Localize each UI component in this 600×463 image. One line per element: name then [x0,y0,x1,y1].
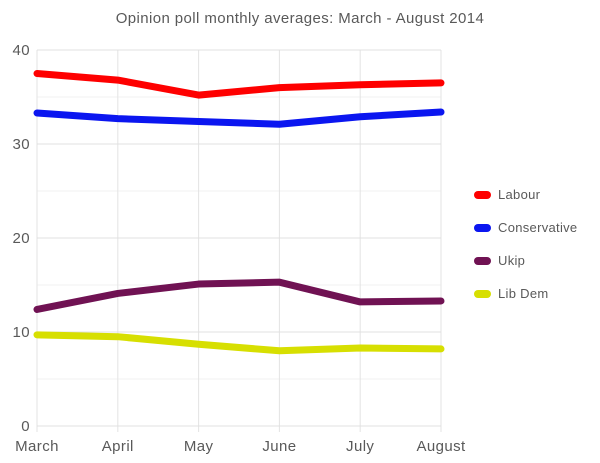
legend-item-ukip: Ukip [474,244,577,277]
x-axis-tick-label: July [346,438,374,455]
labour-swatch-icon [474,190,491,199]
x-axis-tick-label: May [184,438,214,455]
legend-label: Labour [498,187,541,202]
series-line-lib-dem [33,331,445,355]
conservative-swatch-icon [474,223,491,232]
y-axis-tick-label: 10 [13,324,31,341]
legend-label: Ukip [498,253,526,268]
series-line-labour [33,70,445,99]
legend-label: Lib Dem [498,286,549,301]
y-axis-tick-label: 0 [21,418,30,435]
series-line-conservative [33,108,445,128]
y-axis-tick-label: 30 [13,136,31,153]
legend-item-libdem: Lib Dem [474,277,577,310]
chart-title: Opinion poll monthly averages: March - A… [115,10,485,27]
y-axis-tick-label: 40 [13,42,31,59]
libdem-swatch-icon [474,289,491,298]
ukip-swatch-icon [474,256,491,265]
y-axis-tick-label: 20 [13,230,31,247]
x-axis-tick-label: March [15,438,59,455]
legend-item-labour: Labour [474,178,577,211]
chart-legend: Labour Conservative Ukip Lib Dem [474,178,577,310]
legend-label: Conservative [498,220,578,235]
x-axis-tick-label: June [262,438,296,455]
legend-item-conservative: Conservative [474,211,577,244]
series-line-ukip [33,278,445,313]
x-axis-tick-label: April [102,438,134,455]
x-axis-tick-label: August [416,438,466,455]
